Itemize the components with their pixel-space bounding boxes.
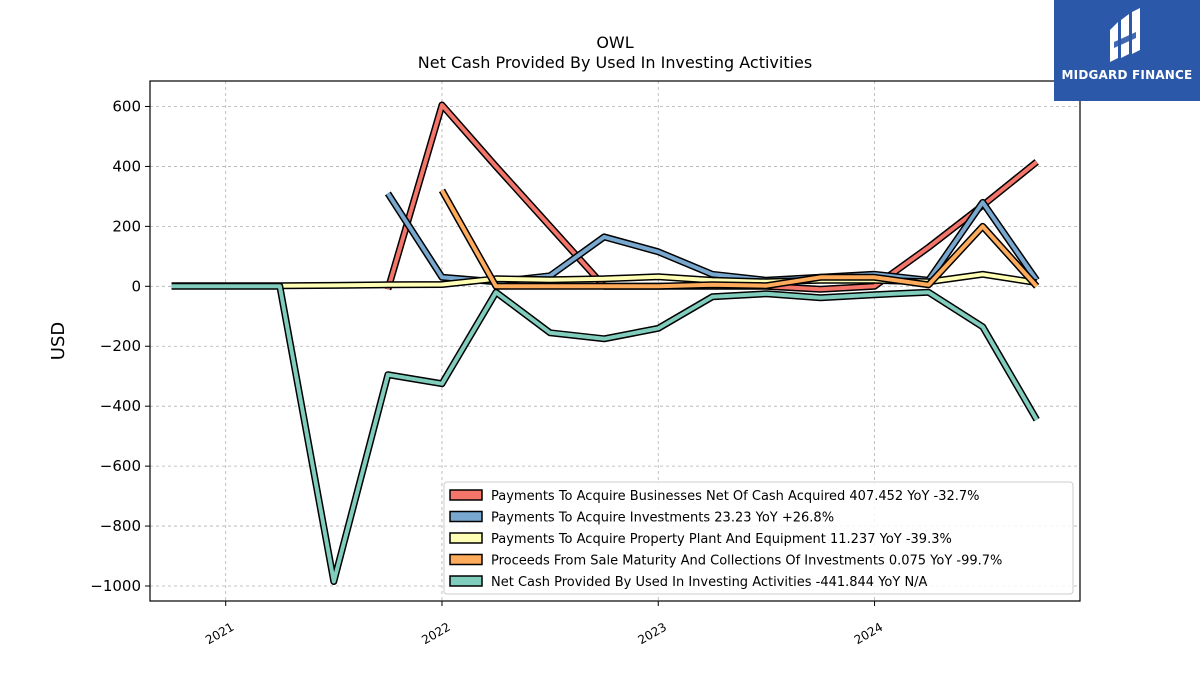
midgard-logo-icon [1110, 8, 1140, 62]
y-tick-label: −1000 [90, 577, 141, 595]
y-tick-label: −800 [100, 517, 141, 535]
legend-swatch [449, 575, 483, 587]
y-axis-ticks: 600 400 200 0 −200 −400 −600 −800 −1000 [90, 97, 150, 595]
y-axis-label: USD [48, 322, 69, 360]
x-tick-label: 2021 [203, 620, 236, 647]
legend: Payments To Acquire Businesses Net Of Ca… [443, 481, 1074, 595]
y-tick-label: 200 [112, 217, 141, 235]
series-3 [438, 188, 1040, 290]
legend-swatch [449, 510, 483, 523]
x-tick-label: 2022 [419, 620, 452, 647]
plot-area-frame [149, 80, 1081, 602]
series-line [171, 284, 1039, 584]
y-tick-label: 0 [131, 277, 141, 295]
midgard-finance-logo: MIDGARD FINANCE [1054, 0, 1200, 101]
logo-text: MIDGARD FINANCE [1061, 68, 1193, 82]
x-tick-label: 2023 [636, 620, 669, 647]
legend-swatch [449, 532, 483, 544]
legend-box [443, 481, 1074, 595]
legend-swatch [449, 553, 483, 566]
legend-label: Payments To Acquire Investments 23.23 Yo… [491, 511, 834, 526]
chart-subtitle: Net Cash Provided By Used In Investing A… [418, 53, 812, 72]
y-tick-label: −600 [100, 457, 141, 475]
x-tick-label: 2024 [852, 620, 885, 647]
chart-title: OWL [596, 33, 633, 52]
y-tick-label: −200 [100, 337, 141, 355]
series-4 [171, 282, 1040, 585]
series-line [440, 189, 1039, 289]
x-axis-ticks: 2021 2022 2023 2024 [203, 601, 885, 647]
legend-label: Net Cash Provided By Used In Investing A… [491, 575, 928, 590]
y-tick-label: 400 [112, 157, 141, 175]
y-tick-label: −400 [100, 397, 141, 415]
legend-label: Payments To Acquire Businesses Net Of Ca… [491, 489, 980, 504]
series-lines [171, 101, 1040, 585]
y-tick-label: 600 [112, 97, 141, 115]
legend-label: Payments To Acquire Property Plant And E… [491, 532, 952, 547]
legend-swatch [449, 489, 483, 501]
legend-label: Proceeds From Sale Maturity And Collecti… [491, 554, 1002, 569]
